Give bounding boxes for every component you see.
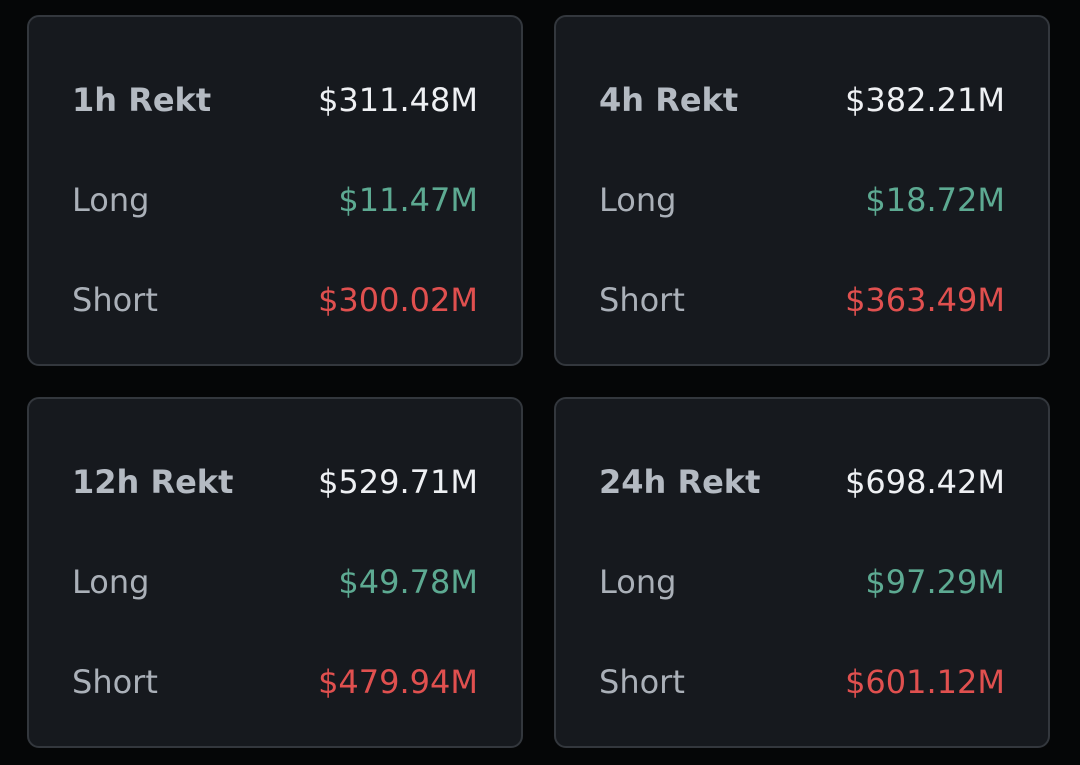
card-row: Short $300.02M: [72, 280, 478, 320]
row-value: $11.47M: [338, 181, 478, 219]
row-label: Short: [72, 281, 158, 319]
total-value: $382.21M: [845, 81, 1005, 119]
card-title: 1h Rekt: [72, 81, 212, 119]
card-row: Short $363.49M: [599, 280, 1005, 320]
card-header: 4h Rekt $382.21M: [599, 80, 1005, 120]
row-value: $97.29M: [865, 563, 1005, 601]
card-title: 12h Rekt: [72, 463, 234, 501]
total-value: $529.71M: [318, 463, 478, 501]
card-row: Long $97.29M: [599, 562, 1005, 602]
card-header: 12h Rekt $529.71M: [72, 462, 478, 502]
card-header: 1h Rekt $311.48M: [72, 80, 478, 120]
rekt-card: 12h Rekt $529.71M Long $49.78M Short $479.94M: [27, 397, 523, 748]
row-value: $300.02M: [318, 281, 478, 319]
row-label: Long: [72, 563, 150, 601]
row-value: $49.78M: [338, 563, 478, 601]
row-label: Short: [599, 663, 685, 701]
row-label: Short: [72, 663, 158, 701]
row-label: Long: [72, 181, 150, 219]
card-row: Long $11.47M: [72, 180, 478, 220]
card-header: 24h Rekt $698.42M: [599, 462, 1005, 502]
rekt-card: 4h Rekt $382.21M Long $18.72M Short $363.49M: [554, 15, 1050, 366]
row-value: $363.49M: [845, 281, 1005, 319]
rekt-card: 1h Rekt $311.48M Long $11.47M Short $300.02M: [27, 15, 523, 366]
row-value: $601.12M: [845, 663, 1005, 701]
total-value: $698.42M: [845, 463, 1005, 501]
card-row: Long $18.72M: [599, 180, 1005, 220]
rekt-card: 24h Rekt $698.42M Long $97.29M Short $601.12M: [554, 397, 1050, 748]
card-title: 4h Rekt: [599, 81, 739, 119]
row-value: $18.72M: [865, 181, 1005, 219]
card-title: 24h Rekt: [599, 463, 761, 501]
total-value: $311.48M: [318, 81, 478, 119]
card-row: Short $479.94M: [72, 662, 478, 702]
row-value: $479.94M: [318, 663, 478, 701]
row-label: Long: [599, 563, 677, 601]
card-row: Short $601.12M: [599, 662, 1005, 702]
row-label: Long: [599, 181, 677, 219]
card-row: Long $49.78M: [72, 562, 478, 602]
row-label: Short: [599, 281, 685, 319]
